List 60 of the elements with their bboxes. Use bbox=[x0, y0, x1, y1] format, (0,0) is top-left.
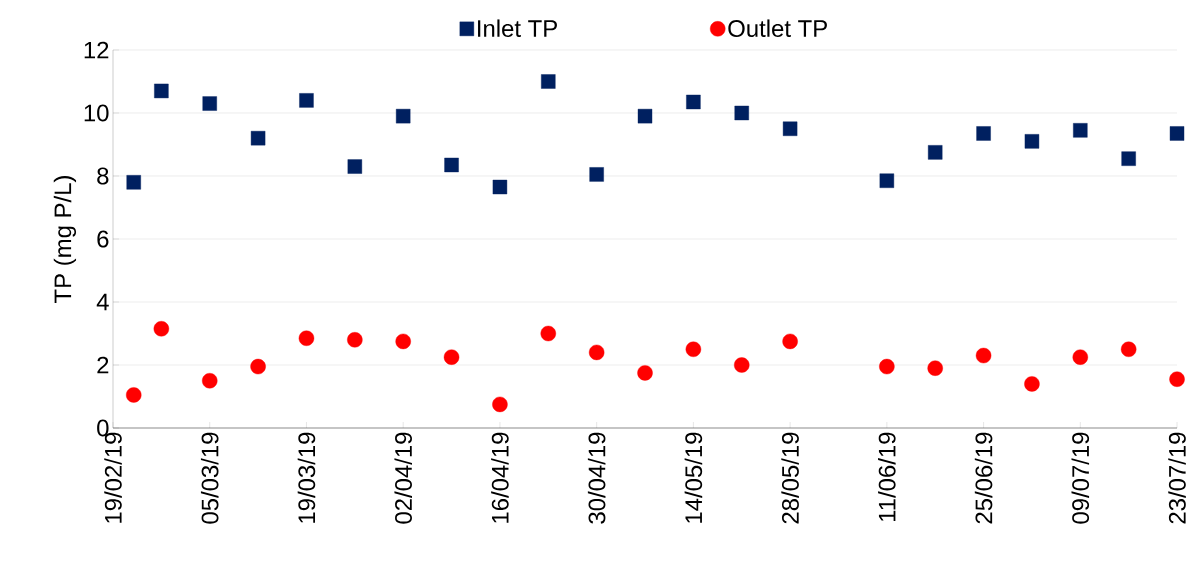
x-tick-label: 19/03/19 bbox=[297, 432, 316, 523]
x-tick-label: 23/07/19 bbox=[1168, 432, 1186, 524]
y-axis-title: TP (mg P/L) bbox=[53, 176, 77, 303]
legend-label: Outlet TP bbox=[728, 19, 827, 37]
x-tick-label: 02/04/19 bbox=[394, 432, 412, 524]
legend-label: Inlet TP bbox=[478, 19, 557, 37]
y-tick-label: 2 bbox=[97, 356, 109, 374]
point bbox=[1024, 134, 1040, 149]
point bbox=[589, 167, 604, 182]
point bbox=[975, 347, 992, 364]
point bbox=[444, 157, 459, 173]
point bbox=[347, 159, 363, 174]
point bbox=[347, 332, 363, 348]
point bbox=[395, 333, 411, 350]
point bbox=[879, 358, 895, 375]
x-tick-label: 11/06/19 bbox=[878, 432, 896, 521]
point bbox=[686, 94, 701, 110]
point bbox=[1024, 376, 1040, 392]
point bbox=[927, 360, 943, 376]
point bbox=[1120, 341, 1137, 357]
x-tick-label: 30/04/19 bbox=[587, 432, 606, 524]
y-tick-label: 6 bbox=[97, 230, 109, 248]
point bbox=[1073, 123, 1088, 138]
point bbox=[976, 126, 991, 141]
point bbox=[492, 396, 508, 413]
x-tick-label: 14/05/19 bbox=[684, 432, 703, 523]
point bbox=[443, 349, 460, 365]
point bbox=[879, 173, 895, 188]
point bbox=[782, 333, 798, 350]
point bbox=[1072, 349, 1088, 365]
y-tick-label: 8 bbox=[97, 167, 109, 185]
point bbox=[637, 108, 653, 124]
point bbox=[782, 121, 798, 136]
point bbox=[734, 357, 750, 373]
point bbox=[685, 341, 702, 357]
point bbox=[1169, 371, 1185, 387]
point bbox=[734, 105, 749, 121]
point bbox=[541, 74, 556, 89]
point bbox=[1121, 151, 1136, 166]
point bbox=[202, 373, 218, 389]
point bbox=[637, 365, 653, 381]
point bbox=[540, 325, 556, 342]
x-tick-label: 05/03/19 bbox=[200, 432, 219, 524]
y-tick-label: 10 bbox=[84, 104, 109, 122]
point bbox=[928, 145, 943, 160]
x-tick-label: 25/06/19 bbox=[974, 432, 993, 524]
y-tick-label: 12 bbox=[84, 41, 109, 59]
point bbox=[1169, 126, 1185, 141]
point bbox=[298, 330, 315, 346]
point bbox=[250, 131, 266, 146]
x-tick-label: 28/05/19 bbox=[781, 432, 799, 524]
point bbox=[250, 358, 266, 375]
point bbox=[299, 93, 314, 108]
point bbox=[395, 108, 411, 124]
x-tick-label: 16/04/19 bbox=[491, 432, 509, 523]
point bbox=[588, 344, 605, 361]
x-tick-label: 09/07/19 bbox=[1071, 432, 1090, 524]
y-tick-label: 4 bbox=[96, 293, 109, 311]
point bbox=[202, 96, 217, 111]
point bbox=[492, 179, 508, 195]
